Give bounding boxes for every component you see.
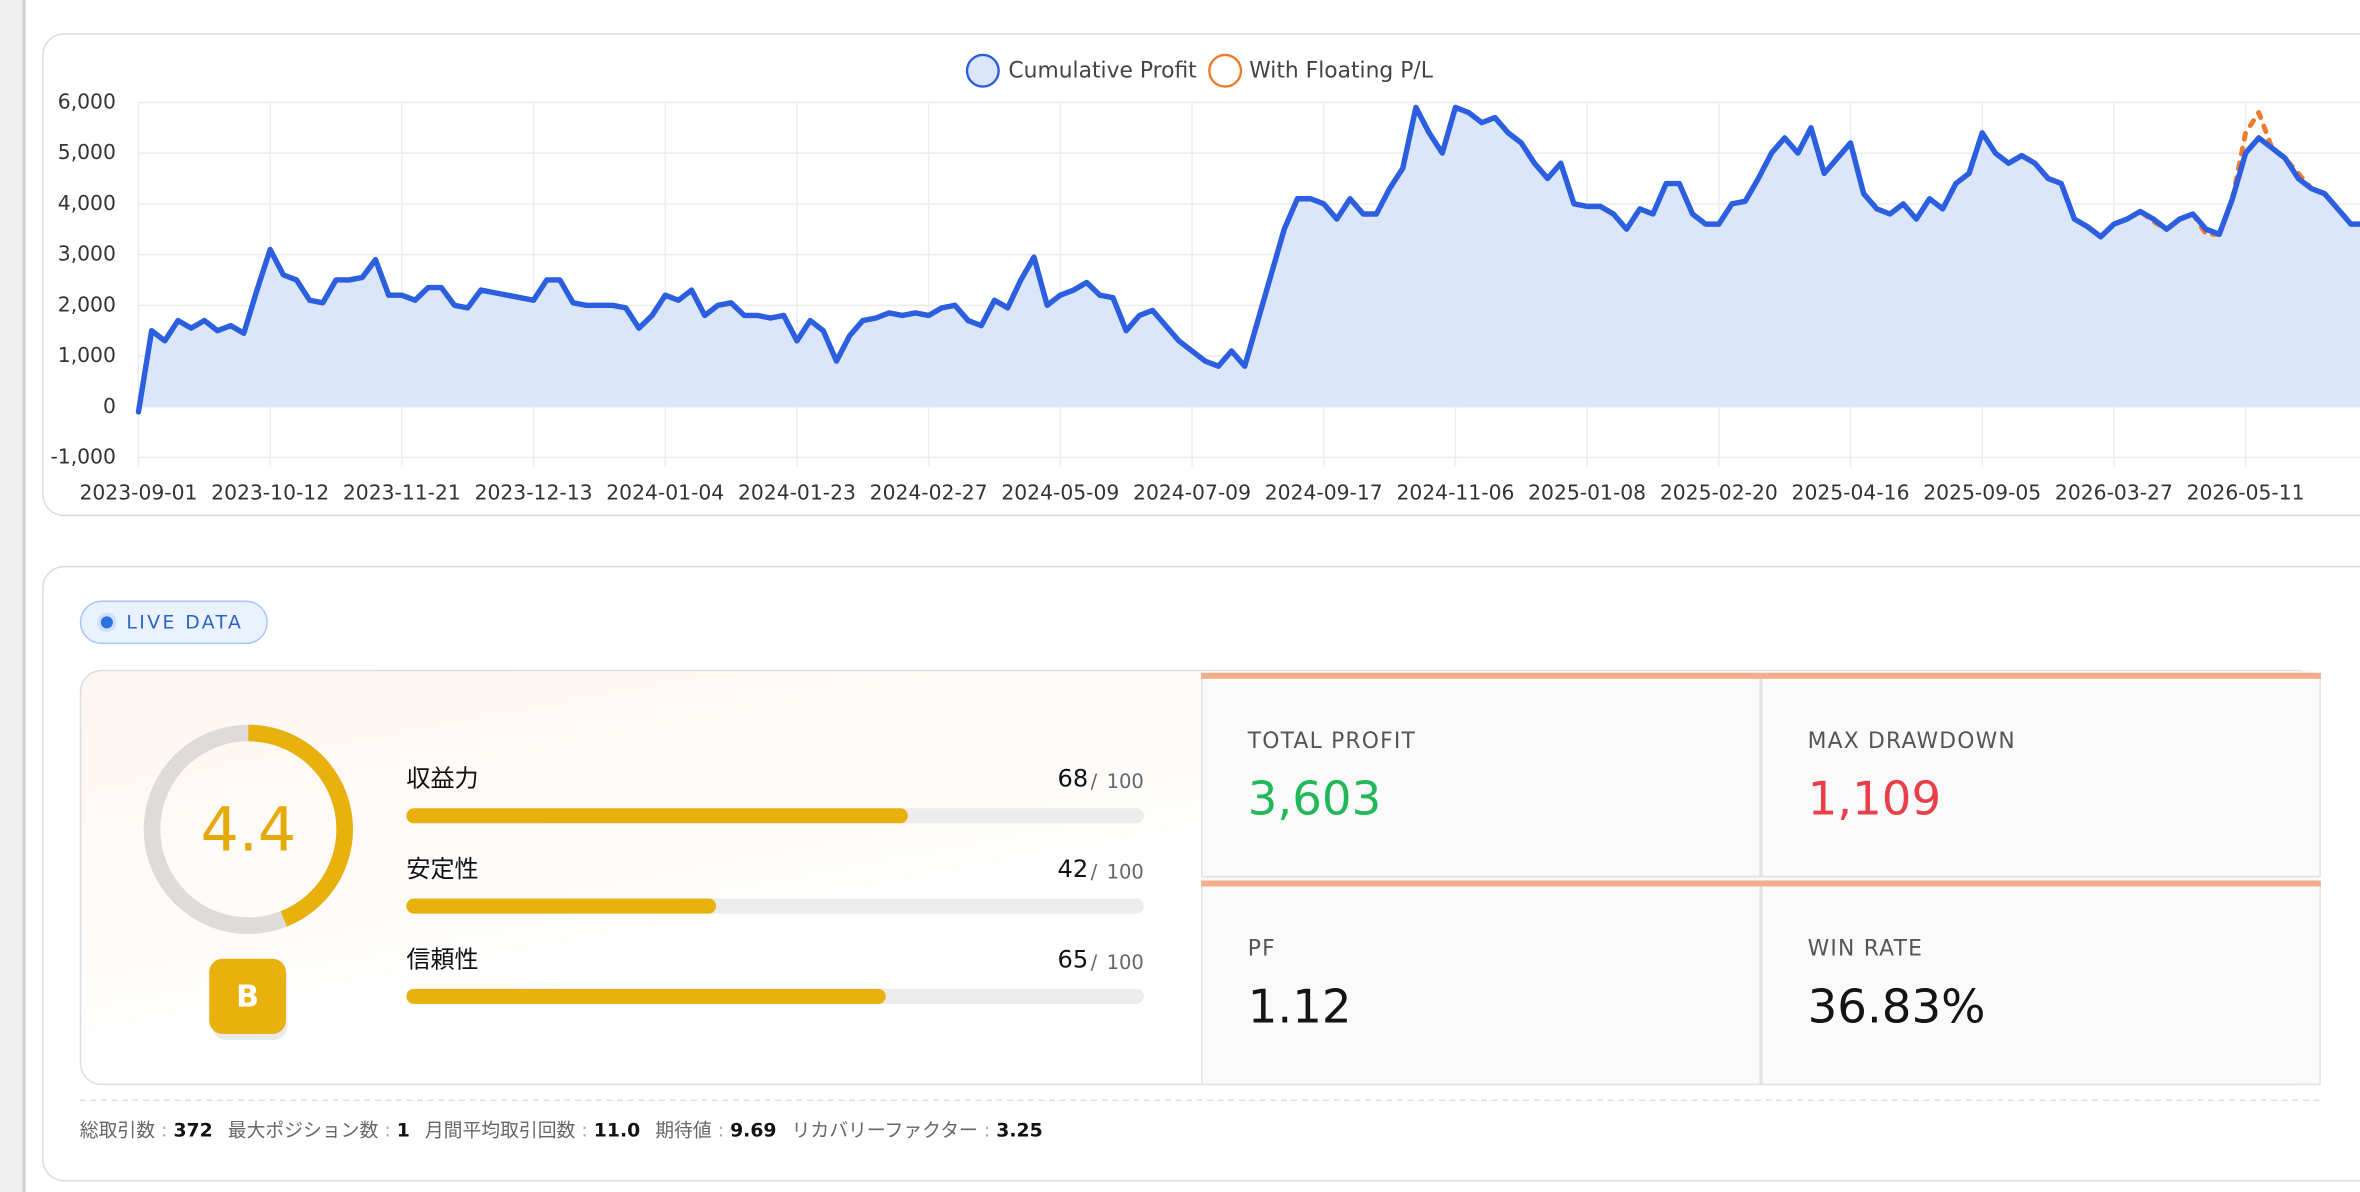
stat-cell (1201, 672, 1761, 878)
bar (406, 988, 886, 1004)
footer-item: 最大ポジション数:1 (228, 1114, 410, 1143)
gauge-arc (248, 724, 353, 927)
stat-cell (1760, 880, 2321, 1086)
bar (406, 898, 717, 914)
stat-accent (1201, 880, 1761, 887)
footer-item: 期待値:9.69 (655, 1114, 776, 1143)
x-tick-label: 2023-12-13 (475, 481, 593, 505)
metric-slash: / (1091, 951, 1098, 974)
stat-accent (1760, 880, 2321, 887)
metric-value: 68 (1058, 765, 1089, 793)
x-tick-label: 2024-02-27 (870, 481, 988, 505)
grade-letter: B (236, 979, 259, 1014)
x-tick-label: 2026-03-27 (2055, 481, 2173, 505)
footer-label: 最大ポジション数 (227, 1118, 379, 1141)
legend-label: With Floating P/L (1249, 58, 1433, 83)
stat-cell (1760, 672, 2321, 878)
bar (406, 808, 908, 824)
footer-separator: : (717, 1118, 725, 1141)
stat-value: 1,109 (1808, 773, 1942, 827)
y-tick-label: -1,000 (50, 445, 115, 469)
y-tick-label: 2,000 (58, 292, 116, 316)
x-tick-label: 2024-01-04 (606, 481, 724, 505)
stat-label: PF (1248, 937, 1276, 962)
footer-item: 総取引数:372 (80, 1114, 213, 1143)
footer-value: 9.69 (730, 1118, 777, 1141)
footer-value: 372 (173, 1118, 213, 1141)
stat-accent (1201, 672, 1761, 679)
side-shadow (0, 0, 25, 1192)
footer-value: 11.0 (593, 1118, 641, 1141)
x-tick-label: 2024-07-09 (1133, 481, 1251, 505)
grade-badge (209, 958, 286, 1035)
score-gauge: 4.4 B (143, 724, 353, 1041)
footer-value: 3.25 (996, 1118, 1043, 1141)
stat-label: WIN RATE (1808, 937, 1924, 962)
live-badge (79, 600, 268, 645)
y-tick-label: 0 (103, 394, 116, 418)
stats-grid: TOTAL PROFIT 3,603 MAX DRAWDOWN 1,109 PF 1.12… (1201, 671, 2321, 1086)
y-tick-label: 4,000 (58, 191, 116, 215)
x-tick-label: 2023-11-21 (343, 481, 461, 505)
footer-separator: : (983, 1118, 991, 1141)
metric-value: 42 (1058, 855, 1089, 883)
metric-slash: / (1091, 770, 1098, 793)
footer-separator: : (384, 1118, 391, 1141)
metric-max: 100 (1107, 860, 1144, 883)
score-value: 4.4 (200, 795, 296, 865)
footer-item: 月間平均取引回数:11.0 (425, 1114, 640, 1143)
y-tick-label: 3,000 (58, 242, 116, 266)
metric-label: 収益力 (406, 765, 478, 793)
footer-stats: 総取引数:372 最大ポジション数:1 月間平均取引回数:11.0 期待値:9.69 リ… (80, 1114, 1043, 1143)
legend-label: Cumulative Profit (1008, 58, 1197, 83)
x-tick-label: 2025-01-08 (1528, 481, 1646, 505)
footer-label: 総取引数 (79, 1118, 156, 1141)
x-tick-label: 2025-02-20 (1660, 481, 1778, 505)
line (135, 104, 2360, 415)
stat-accent (1760, 672, 2321, 679)
stat-cell (1201, 880, 1761, 1086)
y-tick-label: 6,000 (58, 89, 116, 113)
profit-chart: -1,000 0 1,000 2,000 3,000 4,000 5,000 6,000 202… (50, 53, 2360, 505)
y-tick-label: 5,000 (58, 140, 116, 164)
y-tick-label: 1,000 (58, 343, 116, 367)
footer-label: 月間平均取引回数 (424, 1118, 576, 1141)
metric-label: 信頼性 (406, 945, 478, 973)
stat-label: TOTAL PROFIT (1247, 729, 1416, 754)
stat-value: 1.12 (1248, 980, 1352, 1034)
live-badge-text: LIVE DATA (126, 613, 243, 634)
x-tick-label: 2025-09-05 (1923, 481, 2041, 505)
x-tick-label: 2024-11-06 (1396, 481, 1514, 505)
footer-separator: : (161, 1118, 168, 1141)
metric-label: 安定性 (406, 855, 478, 883)
metric-max: 100 (1107, 951, 1144, 974)
footer-label: リカバリーファクター (791, 1118, 978, 1141)
x-tick-label: 2026-05-11 (2187, 481, 2305, 505)
legend-swatch (1208, 53, 1243, 88)
footer-label: 期待値 (655, 1118, 712, 1141)
footer-value: 1 (396, 1118, 410, 1141)
x-tick-label: 2023-09-01 (79, 481, 197, 505)
x-tick-label: 2024-01-23 (738, 481, 856, 505)
metric-max: 100 (1107, 770, 1144, 793)
x-tick-label: 2025-04-16 (1792, 481, 1910, 505)
x-tick-label: 2024-09-17 (1265, 481, 1383, 505)
stat-value: 36.83% (1808, 980, 1986, 1034)
footer-separator: : (581, 1118, 588, 1141)
metric-slash: / (1091, 860, 1098, 883)
footer-item: リカバリーファクター:3.25 (792, 1114, 1043, 1143)
metric-value: 65 (1058, 945, 1089, 973)
stat-value: 3,603 (1248, 773, 1382, 827)
x-tick-label: 2023-10-12 (211, 481, 329, 505)
legend-swatch (965, 53, 1000, 88)
stat-label: MAX DRAWDOWN (1808, 729, 2016, 754)
x-tick-label: 2024-05-09 (1001, 481, 1119, 505)
live-dot (100, 616, 113, 629)
area (138, 107, 2360, 412)
